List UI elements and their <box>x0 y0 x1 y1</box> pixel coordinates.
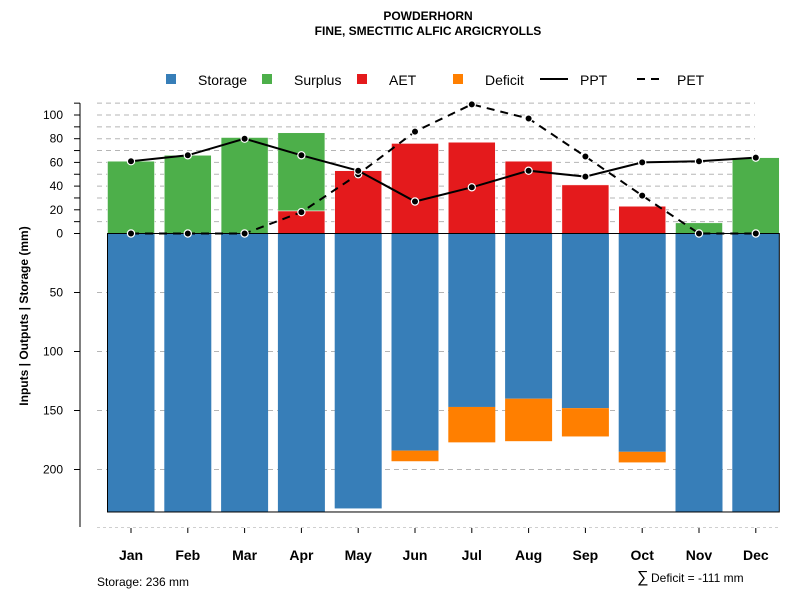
ppt-point <box>581 172 590 181</box>
legend-label: PET <box>677 72 705 88</box>
ppt-point <box>126 157 136 166</box>
ppt-point <box>467 183 476 192</box>
legend-swatch <box>262 74 272 84</box>
ppt-point <box>524 166 533 175</box>
x-axis-month-labels: Jan Feb Mar Apr May Jun Jul Aug Sep Oct Nov Dec <box>97 527 778 563</box>
surplus-bar <box>732 157 780 234</box>
pet-line <box>131 103 756 235</box>
month-label: Jul <box>462 547 482 563</box>
deficit-bar <box>561 408 609 437</box>
storage-bar <box>561 233 609 409</box>
pet-point <box>751 229 761 238</box>
storage-bar <box>618 233 666 452</box>
month-label: Aug <box>515 547 542 563</box>
pet-point <box>524 114 533 123</box>
storage-bar <box>675 233 723 512</box>
ppt-point <box>638 158 647 167</box>
storage-bar <box>107 233 155 512</box>
chart-title: POWDERHORN <box>383 9 472 23</box>
aet-bar <box>334 170 382 234</box>
ppt-point <box>240 134 249 143</box>
y-tick-label: 150 <box>43 404 63 418</box>
y-axis-label: Inputs | Outputs | Storage (mm) <box>17 226 31 405</box>
storage-bar <box>391 233 439 451</box>
ppt-point <box>694 157 704 166</box>
surplus-bar <box>220 137 269 234</box>
storage-bar <box>277 233 325 512</box>
chart-subtitle: FINE, SMECTITIC ALFIC ARGICRYOLLS <box>315 24 542 38</box>
y-axis: 0 20 40 60 80 100 50 100 150 200 <box>43 102 81 527</box>
pet-point <box>126 229 136 238</box>
storage-bar <box>505 233 553 399</box>
month-label: Jan <box>119 547 143 563</box>
aet-bar <box>561 184 610 234</box>
legend-swatch <box>166 74 176 84</box>
deficit-bar <box>505 398 553 442</box>
ppt-line <box>130 137 756 203</box>
surplus-bar <box>107 160 155 234</box>
legend-label: AET <box>389 72 417 88</box>
y-tick-label: 20 <box>50 203 64 217</box>
y-tick-label: 100 <box>43 108 63 122</box>
ppt-point <box>751 153 761 162</box>
pet-point <box>240 229 249 238</box>
y-tick-label: 200 <box>43 463 63 477</box>
pet-point <box>297 207 306 217</box>
month-label: Mar <box>232 547 257 563</box>
month-label: Dec <box>743 547 769 563</box>
y-tick-label: 100 <box>43 345 63 359</box>
deficit-bar <box>618 451 666 463</box>
deficit-bar <box>448 406 496 443</box>
series-lines <box>126 100 761 238</box>
legend-swatch <box>453 74 463 84</box>
storage-bar <box>732 233 780 512</box>
storage-note: Storage: 236 mm <box>97 575 189 589</box>
pet-point <box>638 191 647 200</box>
month-label: Apr <box>289 547 314 563</box>
storage-bar <box>221 233 269 512</box>
pet-point <box>694 229 704 238</box>
pet-point <box>183 229 192 238</box>
legend-label: Storage <box>198 72 247 88</box>
ppt-point <box>183 151 192 160</box>
surplus-bar <box>164 155 212 234</box>
y-tick-label: 40 <box>50 179 64 193</box>
storage-bar <box>334 233 382 509</box>
month-label: Oct <box>631 547 655 563</box>
aet-bar <box>391 143 439 234</box>
month-label: Jun <box>403 547 428 563</box>
deficit-bar <box>391 450 439 462</box>
month-label: May <box>345 547 372 563</box>
pet-point <box>410 127 420 136</box>
pet-point <box>581 152 590 161</box>
storage-bar <box>448 233 496 407</box>
y-tick-label: 50 <box>50 286 64 300</box>
y-tick-label: 60 <box>50 155 64 169</box>
month-label: Nov <box>686 547 713 563</box>
ppt-point <box>410 197 420 206</box>
aet-bar <box>618 205 666 234</box>
sum-symbol: ∑ <box>637 569 648 586</box>
legend-label: PPT <box>580 72 608 88</box>
pet-point <box>467 100 476 109</box>
ppt-point <box>354 166 363 175</box>
bars <box>107 132 780 513</box>
legend: Storage Surplus AET Deficit PPT PET <box>166 72 705 88</box>
y-tick-label: 0 <box>56 227 63 241</box>
ppt-point <box>297 151 306 160</box>
storage-bar <box>164 233 212 512</box>
legend-label: Deficit <box>485 72 524 88</box>
legend-label: Surplus <box>294 72 341 88</box>
month-label: Sep <box>573 547 599 563</box>
legend-swatch <box>357 74 367 84</box>
month-label: Feb <box>175 547 200 563</box>
surplus-bar <box>277 132 326 212</box>
y-tick-label: 80 <box>50 132 64 146</box>
deficit-note: Deficit = -111 mm <box>651 571 744 585</box>
